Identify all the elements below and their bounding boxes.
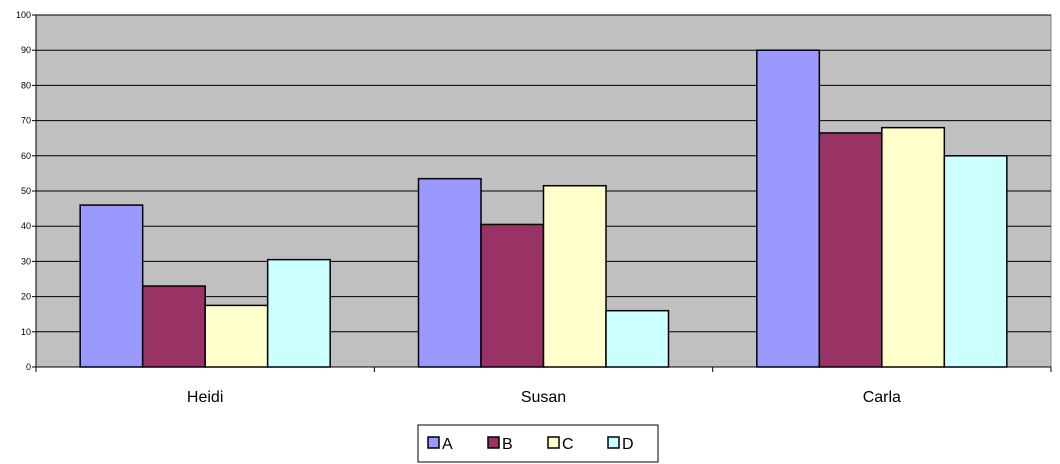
bar-heidi-b xyxy=(141,285,206,368)
bar-susan-d xyxy=(605,309,670,368)
y-tick-label: 50 xyxy=(21,186,31,196)
bar-susan-b xyxy=(480,223,545,368)
y-axis: 0 10 20 30 40 50 60 70 80 90 100 xyxy=(16,10,37,372)
bar-heidi-d xyxy=(266,258,331,368)
bars xyxy=(79,49,1008,368)
legend: A B C D xyxy=(417,424,659,463)
y-tick-label: 30 xyxy=(21,256,31,266)
y-tick-label: 40 xyxy=(21,221,31,231)
x-category-label: Heidi xyxy=(187,389,223,406)
y-tick-label: 80 xyxy=(21,80,31,90)
legend-swatch-b xyxy=(487,436,500,449)
bar-heidi-c xyxy=(204,304,269,368)
legend-swatch-a xyxy=(427,436,440,449)
bar-heidi-a xyxy=(79,204,144,368)
x-category-label: Carla xyxy=(863,389,901,406)
y-tick-label: 90 xyxy=(21,45,31,55)
legend-label: A xyxy=(442,436,453,453)
legend-label: B xyxy=(502,436,513,453)
legend-label: D xyxy=(622,436,634,453)
y-tick-label: 0 xyxy=(26,362,31,372)
y-tick-label: 70 xyxy=(21,116,31,126)
y-tick-label: 10 xyxy=(21,327,31,337)
y-tick-label: 20 xyxy=(21,292,31,302)
bar-carla-b xyxy=(818,132,883,368)
x-axis: Heidi Susan Carla xyxy=(35,366,1052,406)
x-category-label: Susan xyxy=(521,389,566,406)
legend-swatch-c xyxy=(547,436,560,449)
bar-carla-c xyxy=(881,126,946,368)
bar-carla-d xyxy=(943,155,1008,368)
bar-susan-c xyxy=(542,184,607,368)
y-tick-label: 60 xyxy=(21,151,31,161)
bar-susan-a xyxy=(417,177,482,368)
bar-carla-a xyxy=(756,49,821,368)
y-tick-label: 100 xyxy=(16,10,31,20)
legend-label: C xyxy=(562,436,574,453)
legend-swatch-d xyxy=(607,436,620,449)
